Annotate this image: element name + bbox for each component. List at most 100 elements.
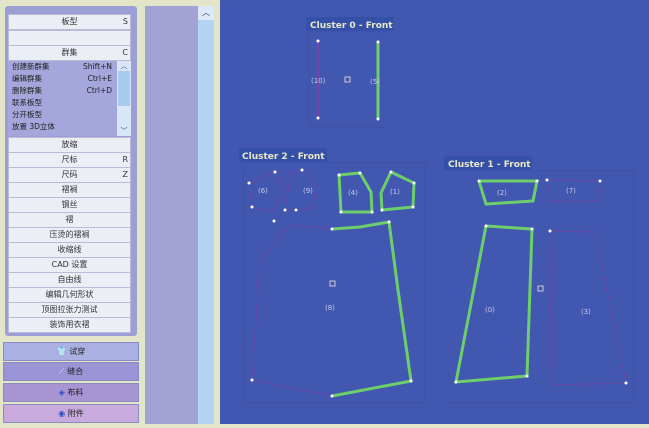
menu-item-split-pattern[interactable]: 分开板型: [8, 109, 116, 121]
label: 板型: [61, 17, 78, 26]
vertex-points: [247, 39, 628, 398]
menu-item-create-cluster[interactable]: 创建新群集 Shift+N: [8, 61, 116, 73]
label: 钢丝: [61, 200, 78, 209]
shortcut: R: [122, 155, 128, 164]
piece-label: (2): [497, 189, 507, 197]
scroll-down-icon[interactable]: ﹀: [120, 127, 128, 135]
cluster-button[interactable]: 群集 C: [8, 45, 131, 61]
menu-scrollbar[interactable]: ︿ ﹀: [117, 61, 131, 136]
attachment-icon: ◉: [58, 409, 66, 418]
tool-panel: 板型 S 群集 C 创建新群集 Shift+N 编辑群集 Ctrl+E 删除群集 Ctrl…: [0, 0, 142, 424]
label: 装饰用衣褶: [49, 320, 90, 329]
sewing-button[interactable]: ⟋ 缝合: [3, 362, 139, 381]
tool-button[interactable]: 尺标 R: [8, 152, 131, 168]
piece-6[interactable]: [248, 171, 286, 213]
blank-button[interactable]: [8, 30, 131, 46]
piece-label: (10): [311, 77, 326, 85]
piece-label: (5): [370, 78, 380, 86]
cluster-0-title-bg: [306, 17, 394, 31]
piece-2[interactable]: [477, 179, 539, 206]
fabric-button[interactable]: ◈ 布料: [3, 383, 139, 402]
piece-7[interactable]: [546, 179, 601, 202]
label: 群集: [61, 48, 78, 57]
label: CAD 设置: [51, 260, 88, 269]
piece-label: (8): [325, 304, 335, 312]
menu-item-delete-cluster[interactable]: 删除群集 Ctrl+D: [8, 85, 116, 97]
tool-button[interactable]: 压烫的褶裥: [8, 227, 131, 243]
attachment-button[interactable]: ◉ 附件: [3, 404, 139, 423]
pattern-canvas[interactable]: Cluster 0 - Front (10) (5) Cluster 2 - F…: [220, 0, 649, 424]
menu-item-edit-cluster[interactable]: 编辑群集 Ctrl+E: [8, 73, 116, 85]
tool-button[interactable]: 尺码 Z: [8, 167, 131, 183]
label: 创建新群集: [12, 62, 50, 71]
tool-button[interactable]: 自由线: [8, 272, 131, 288]
label: 尺标: [61, 155, 78, 164]
tool-button[interactable]: 钢丝: [8, 197, 131, 213]
label: 褶裥: [61, 185, 78, 194]
label: 尺码: [61, 170, 78, 179]
label: 放缩: [61, 140, 78, 149]
label: 收缩线: [57, 245, 82, 254]
fabric-icon: ◈: [58, 388, 65, 397]
tool-button[interactable]: 收缩线: [8, 242, 131, 258]
shirt-icon: 👕: [56, 347, 67, 356]
scroll-up-icon[interactable]: ︿: [198, 6, 214, 20]
label: 附件: [67, 409, 84, 418]
tool-button[interactable]: CAD 设置: [8, 257, 131, 273]
cluster-2-box: [242, 162, 426, 404]
label: 压烫的褶裥: [49, 230, 90, 239]
piece-label: (1): [390, 188, 400, 196]
cluster-1-box: [447, 170, 635, 404]
scroll-up-icon[interactable]: ︿: [120, 62, 128, 70]
cluster-0-box: [308, 31, 385, 128]
center-marker: [344, 76, 351, 83]
piece-label: (4): [348, 189, 358, 197]
cluster-1-title-bg: [444, 156, 532, 170]
piece-8[interactable]: [251, 224, 333, 397]
label: 试穿: [69, 347, 86, 356]
list-pane: [145, 6, 198, 424]
tool-button[interactable]: 顶图拉张力测试: [8, 302, 131, 318]
center-marker: [537, 285, 544, 292]
tool-button[interactable]: 褶: [8, 212, 131, 228]
label: 顶图拉张力测试: [41, 305, 98, 314]
label: 自由线: [57, 275, 82, 284]
pattern-button[interactable]: 板型 S: [8, 14, 131, 30]
shortcut: Z: [122, 170, 128, 179]
tool-button[interactable]: 编辑几何形状: [8, 287, 131, 303]
pattern-svg[interactable]: Cluster 0 - Front (10) (5) Cluster 2 - F…: [220, 0, 649, 424]
piece-8-seam[interactable]: [331, 220, 413, 398]
shortcut: S: [122, 17, 128, 26]
piece-label: (0): [485, 306, 495, 314]
piece-4[interactable]: [337, 171, 374, 214]
scroll-thumb[interactable]: [118, 71, 130, 106]
label: 编辑群集: [12, 74, 42, 83]
shortcut: C: [122, 48, 128, 57]
fitting-button[interactable]: 👕 试穿: [3, 342, 139, 361]
label: 编辑几何形状: [45, 290, 94, 299]
label: 放置 3D立体: [12, 122, 55, 131]
menu-item-place-3d[interactable]: 放置 3D立体: [8, 121, 116, 133]
piece-1[interactable]: [379, 170, 416, 212]
tool-button[interactable]: 褶裥: [8, 182, 131, 198]
tool-button[interactable]: 放缩: [8, 137, 131, 153]
cluster-2-title: Cluster 2 - Front: [242, 152, 325, 162]
piece-label: (7): [566, 187, 576, 195]
cluster-0-title: Cluster 0 - Front: [310, 21, 393, 31]
cluster-2-title-bg: [239, 148, 327, 162]
label: 褶: [65, 215, 74, 224]
tool-button[interactable]: 装饰用衣褶: [8, 317, 131, 333]
menu-item-link-pattern[interactable]: 联系板型: [8, 97, 116, 109]
shortcut: Shift+N: [83, 62, 112, 71]
piece-0[interactable]: [454, 224, 534, 384]
label: 删除群集: [12, 86, 42, 95]
center-marker: [329, 280, 336, 287]
label: 联系板型: [12, 98, 42, 107]
label: 缝合: [67, 367, 84, 376]
needle-icon: ⟋: [58, 367, 65, 376]
piece-label: (9): [303, 187, 313, 195]
cluster-menu: 创建新群集 Shift+N 编辑群集 Ctrl+E 删除群集 Ctrl+D 联系板型 …: [8, 61, 131, 136]
vertical-scrollbar[interactable]: ︿: [198, 6, 214, 424]
shortcut: Ctrl+E: [87, 74, 112, 83]
label: 布料: [67, 388, 84, 397]
